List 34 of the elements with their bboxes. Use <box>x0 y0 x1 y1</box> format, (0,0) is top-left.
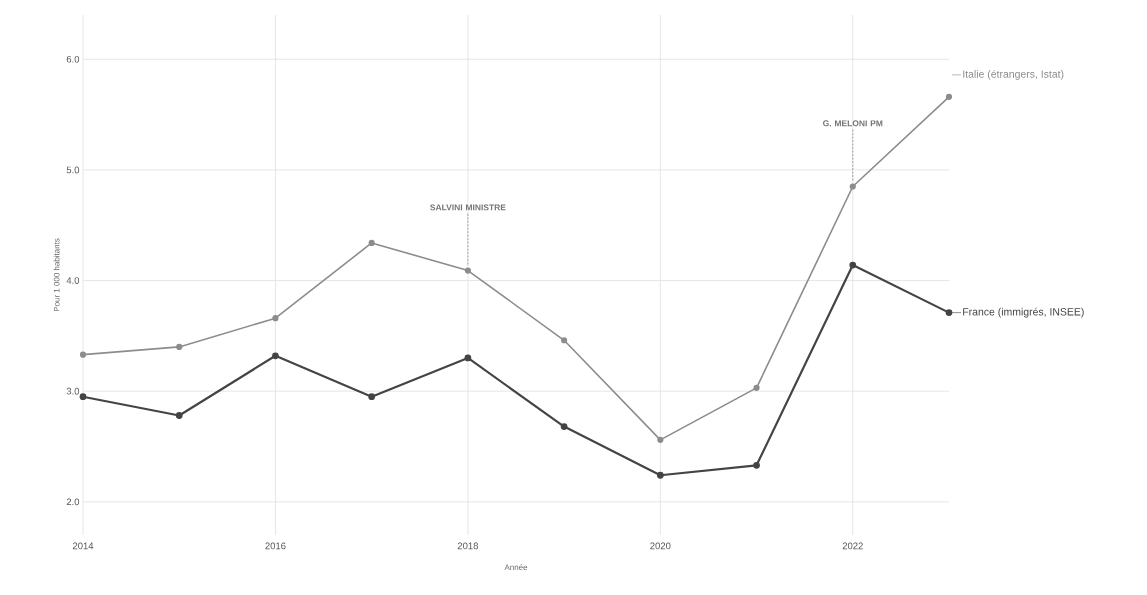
y-tick-label: 3.0 <box>66 387 80 395</box>
point <box>272 315 279 322</box>
point <box>464 354 472 362</box>
point <box>657 436 664 443</box>
point <box>175 412 183 419</box>
point <box>561 337 568 344</box>
x-tick-label: 2020 <box>650 542 671 550</box>
x-tick-label: 2016 <box>265 542 286 550</box>
y-tick-label: 4.0 <box>66 277 80 284</box>
annotation: SALVINI MINISTRE <box>430 204 506 211</box>
point <box>753 461 760 469</box>
x-tick-label: 2018 <box>457 542 479 550</box>
annotation: G. MELONI PM <box>823 120 883 127</box>
point <box>368 239 375 247</box>
point <box>272 352 279 360</box>
point <box>79 351 87 358</box>
point <box>464 267 471 274</box>
legend-label: France (immigrés, INSEE) <box>963 307 1084 318</box>
point <box>656 471 664 479</box>
point <box>79 393 87 401</box>
legend-label: Italie (étrangers, Istat) <box>963 69 1064 80</box>
point <box>945 309 953 317</box>
y-tick-label: 5.0 <box>66 166 80 174</box>
point <box>849 183 856 190</box>
point <box>945 93 953 100</box>
x-tick-label: 2014 <box>72 542 94 550</box>
point <box>560 423 568 430</box>
y-tick-label: 6.0 <box>66 55 80 63</box>
point <box>368 393 376 401</box>
point <box>849 261 857 269</box>
x-tick-label: 2022 <box>842 542 863 550</box>
point <box>753 384 760 391</box>
point <box>176 343 183 351</box>
y-tick-label: 2.0 <box>66 498 80 506</box>
